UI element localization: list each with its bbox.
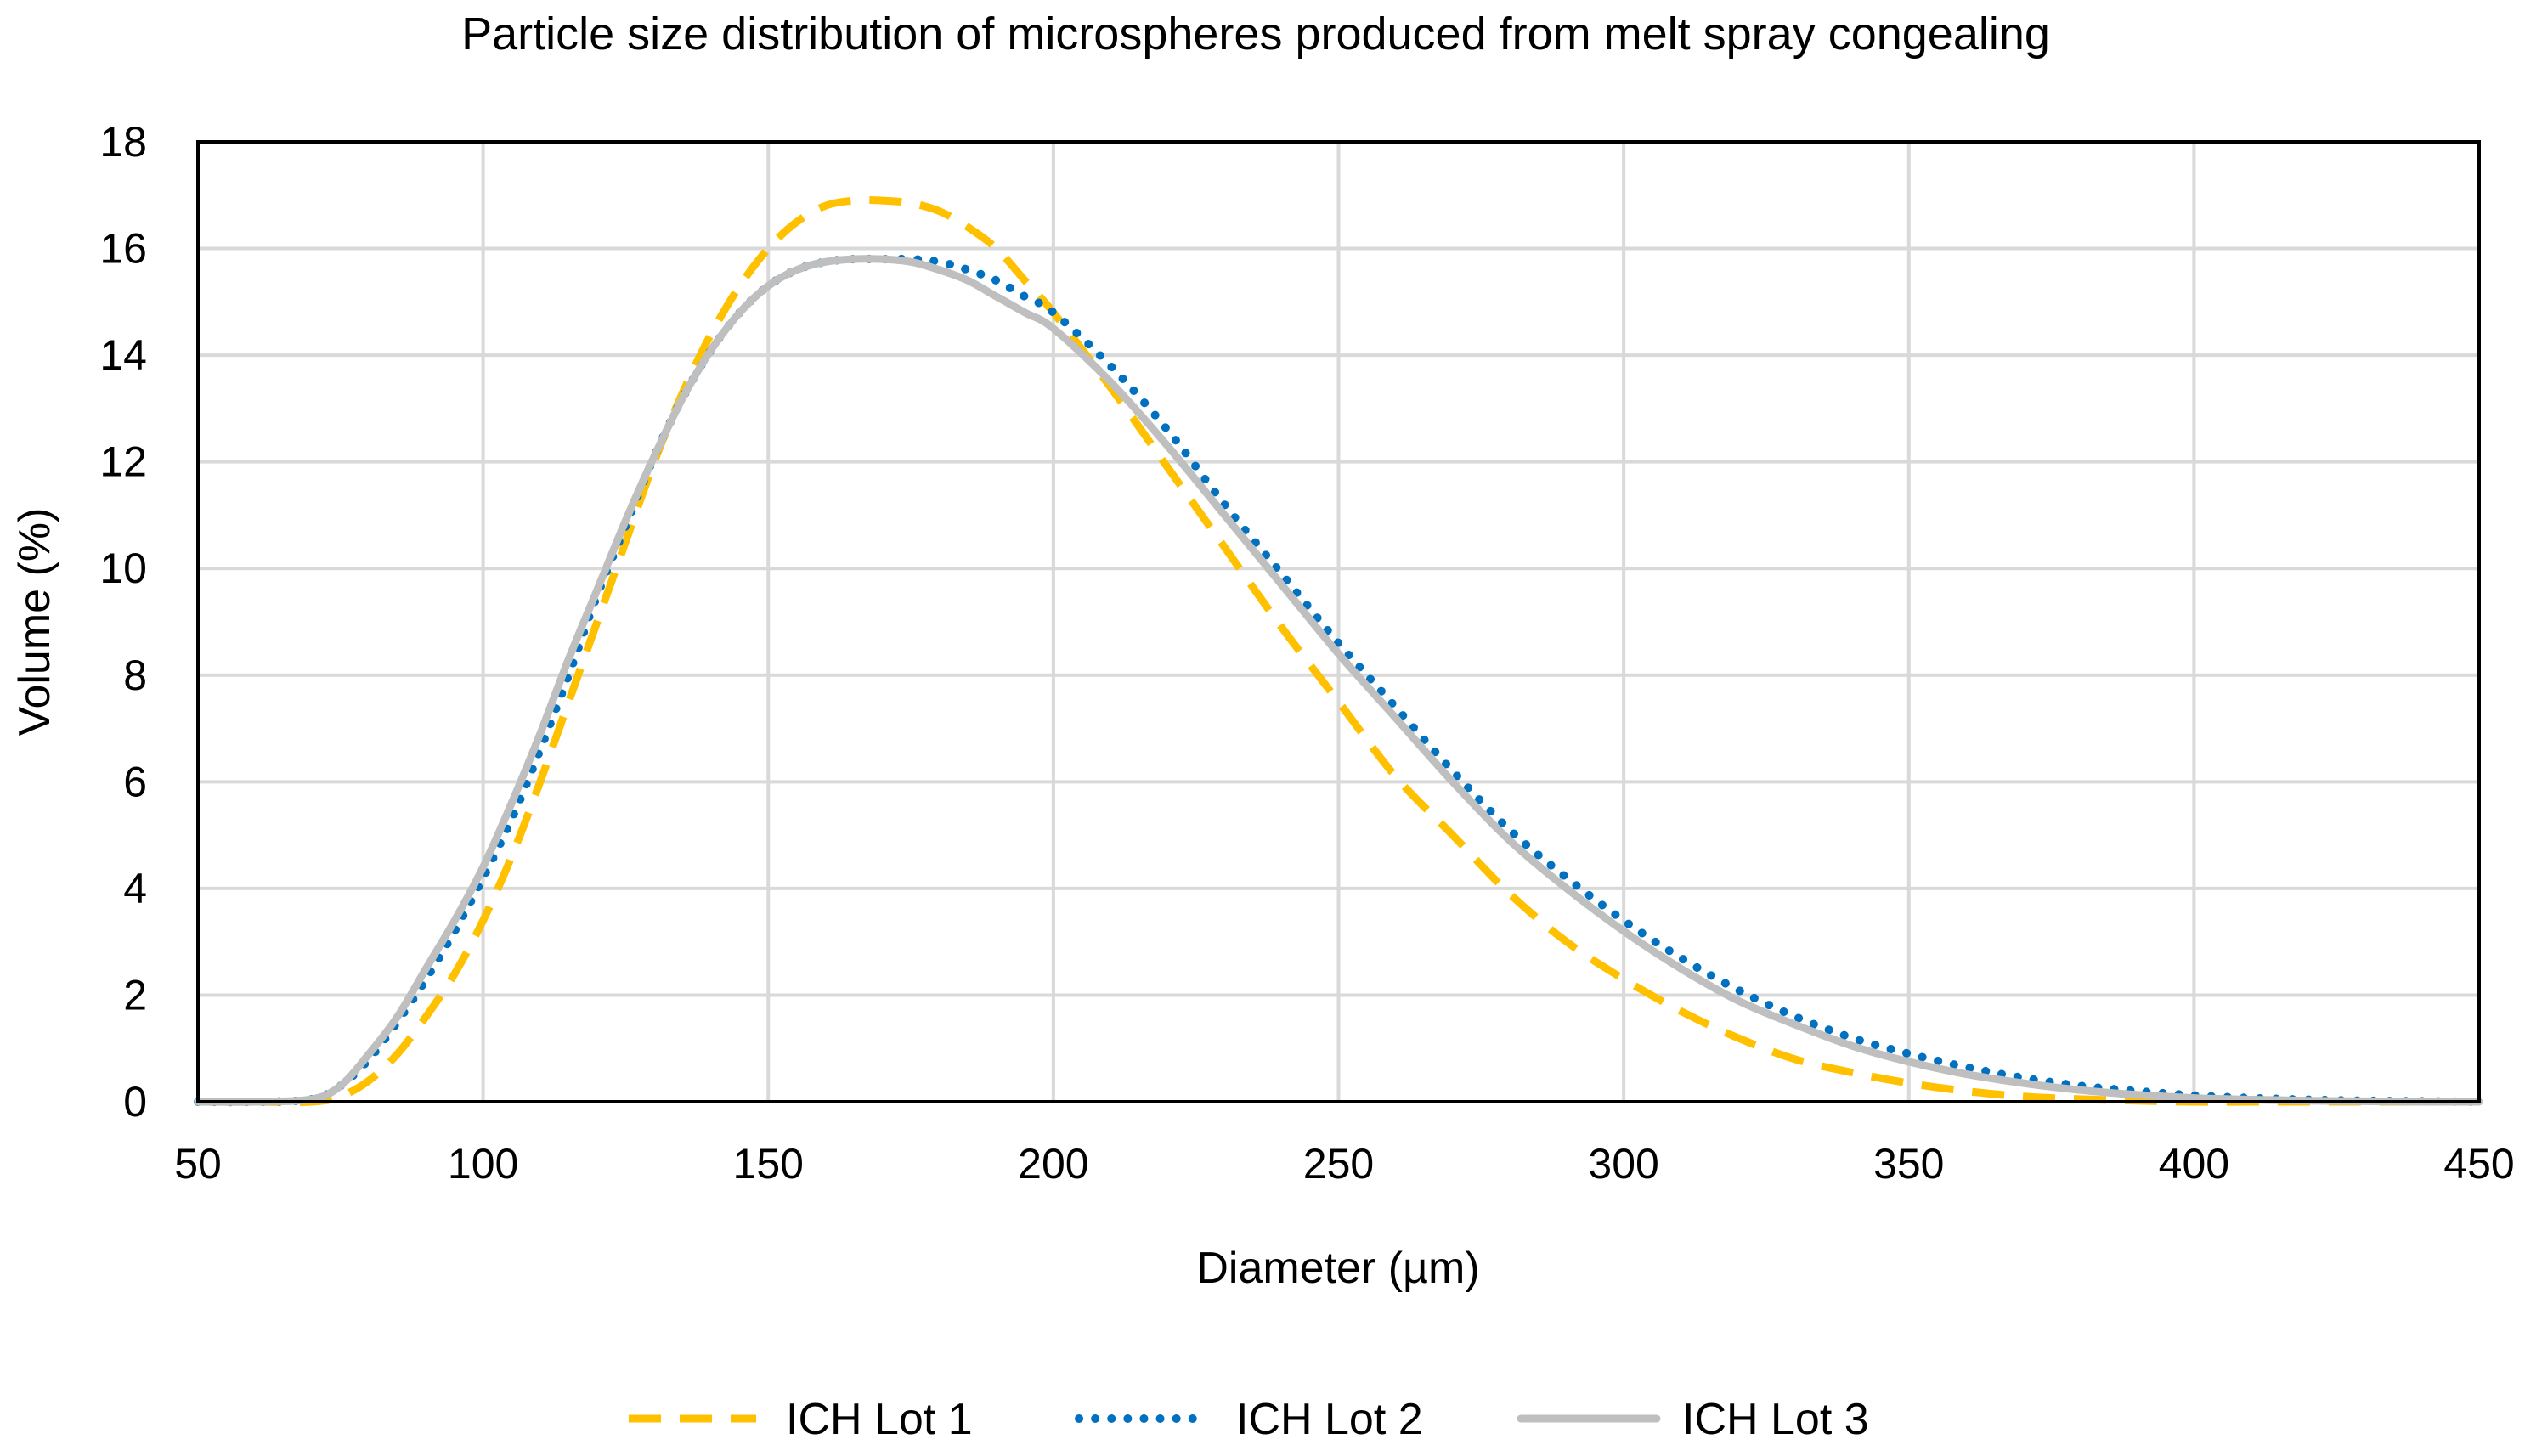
legend-label-2: ICH Lot 2 (1236, 1395, 1423, 1444)
grid-lines (196, 140, 2481, 1103)
legend: ICH Lot 1 ICH Lot 2 ICH Lot 3 (629, 1395, 1869, 1444)
y-tick-label: 4 (123, 865, 147, 912)
x-tick-label: 250 (1303, 1140, 1374, 1188)
x-axis-ticks: 50 100 150 200 250 300 350 400 450 (174, 1140, 2515, 1188)
y-tick-label: 10 (99, 545, 147, 592)
x-axis-label: Diameter (µm) (1196, 1244, 1479, 1293)
series-line-3 (194, 255, 2483, 1106)
y-tick-label: 18 (99, 118, 147, 166)
x-tick-label: 400 (2159, 1140, 2229, 1188)
series-lines (194, 195, 2483, 1107)
y-tick-label: 12 (99, 438, 147, 486)
chart-title: Particle size distribution of microspher… (461, 8, 2050, 59)
y-tick-label: 14 (99, 331, 147, 379)
legend-label-1: ICH Lot 1 (786, 1395, 973, 1444)
y-tick-label: 2 (123, 971, 147, 1019)
x-tick-label: 100 (448, 1140, 518, 1188)
y-axis-label: Volume (%) (10, 508, 59, 736)
x-tick-label: 300 (1588, 1140, 1658, 1188)
x-tick-label: 150 (733, 1140, 804, 1188)
y-tick-label: 0 (123, 1078, 147, 1126)
series-line-2 (194, 254, 2483, 1107)
y-tick-label: 8 (123, 652, 147, 699)
y-tick-label: 6 (123, 758, 147, 805)
y-tick-label: 16 (99, 225, 147, 273)
x-tick-label: 350 (1873, 1140, 1944, 1188)
x-tick-label: 200 (1018, 1140, 1088, 1188)
series-line-1 (198, 195, 2479, 1106)
legend-label-3: ICH Lot 3 (1682, 1395, 1869, 1444)
x-tick-label: 50 (174, 1140, 222, 1188)
y-axis-ticks: 0 2 4 6 8 10 12 14 16 18 (99, 118, 147, 1126)
x-tick-label: 450 (2443, 1140, 2514, 1188)
plot-area-frame (196, 140, 2481, 1103)
